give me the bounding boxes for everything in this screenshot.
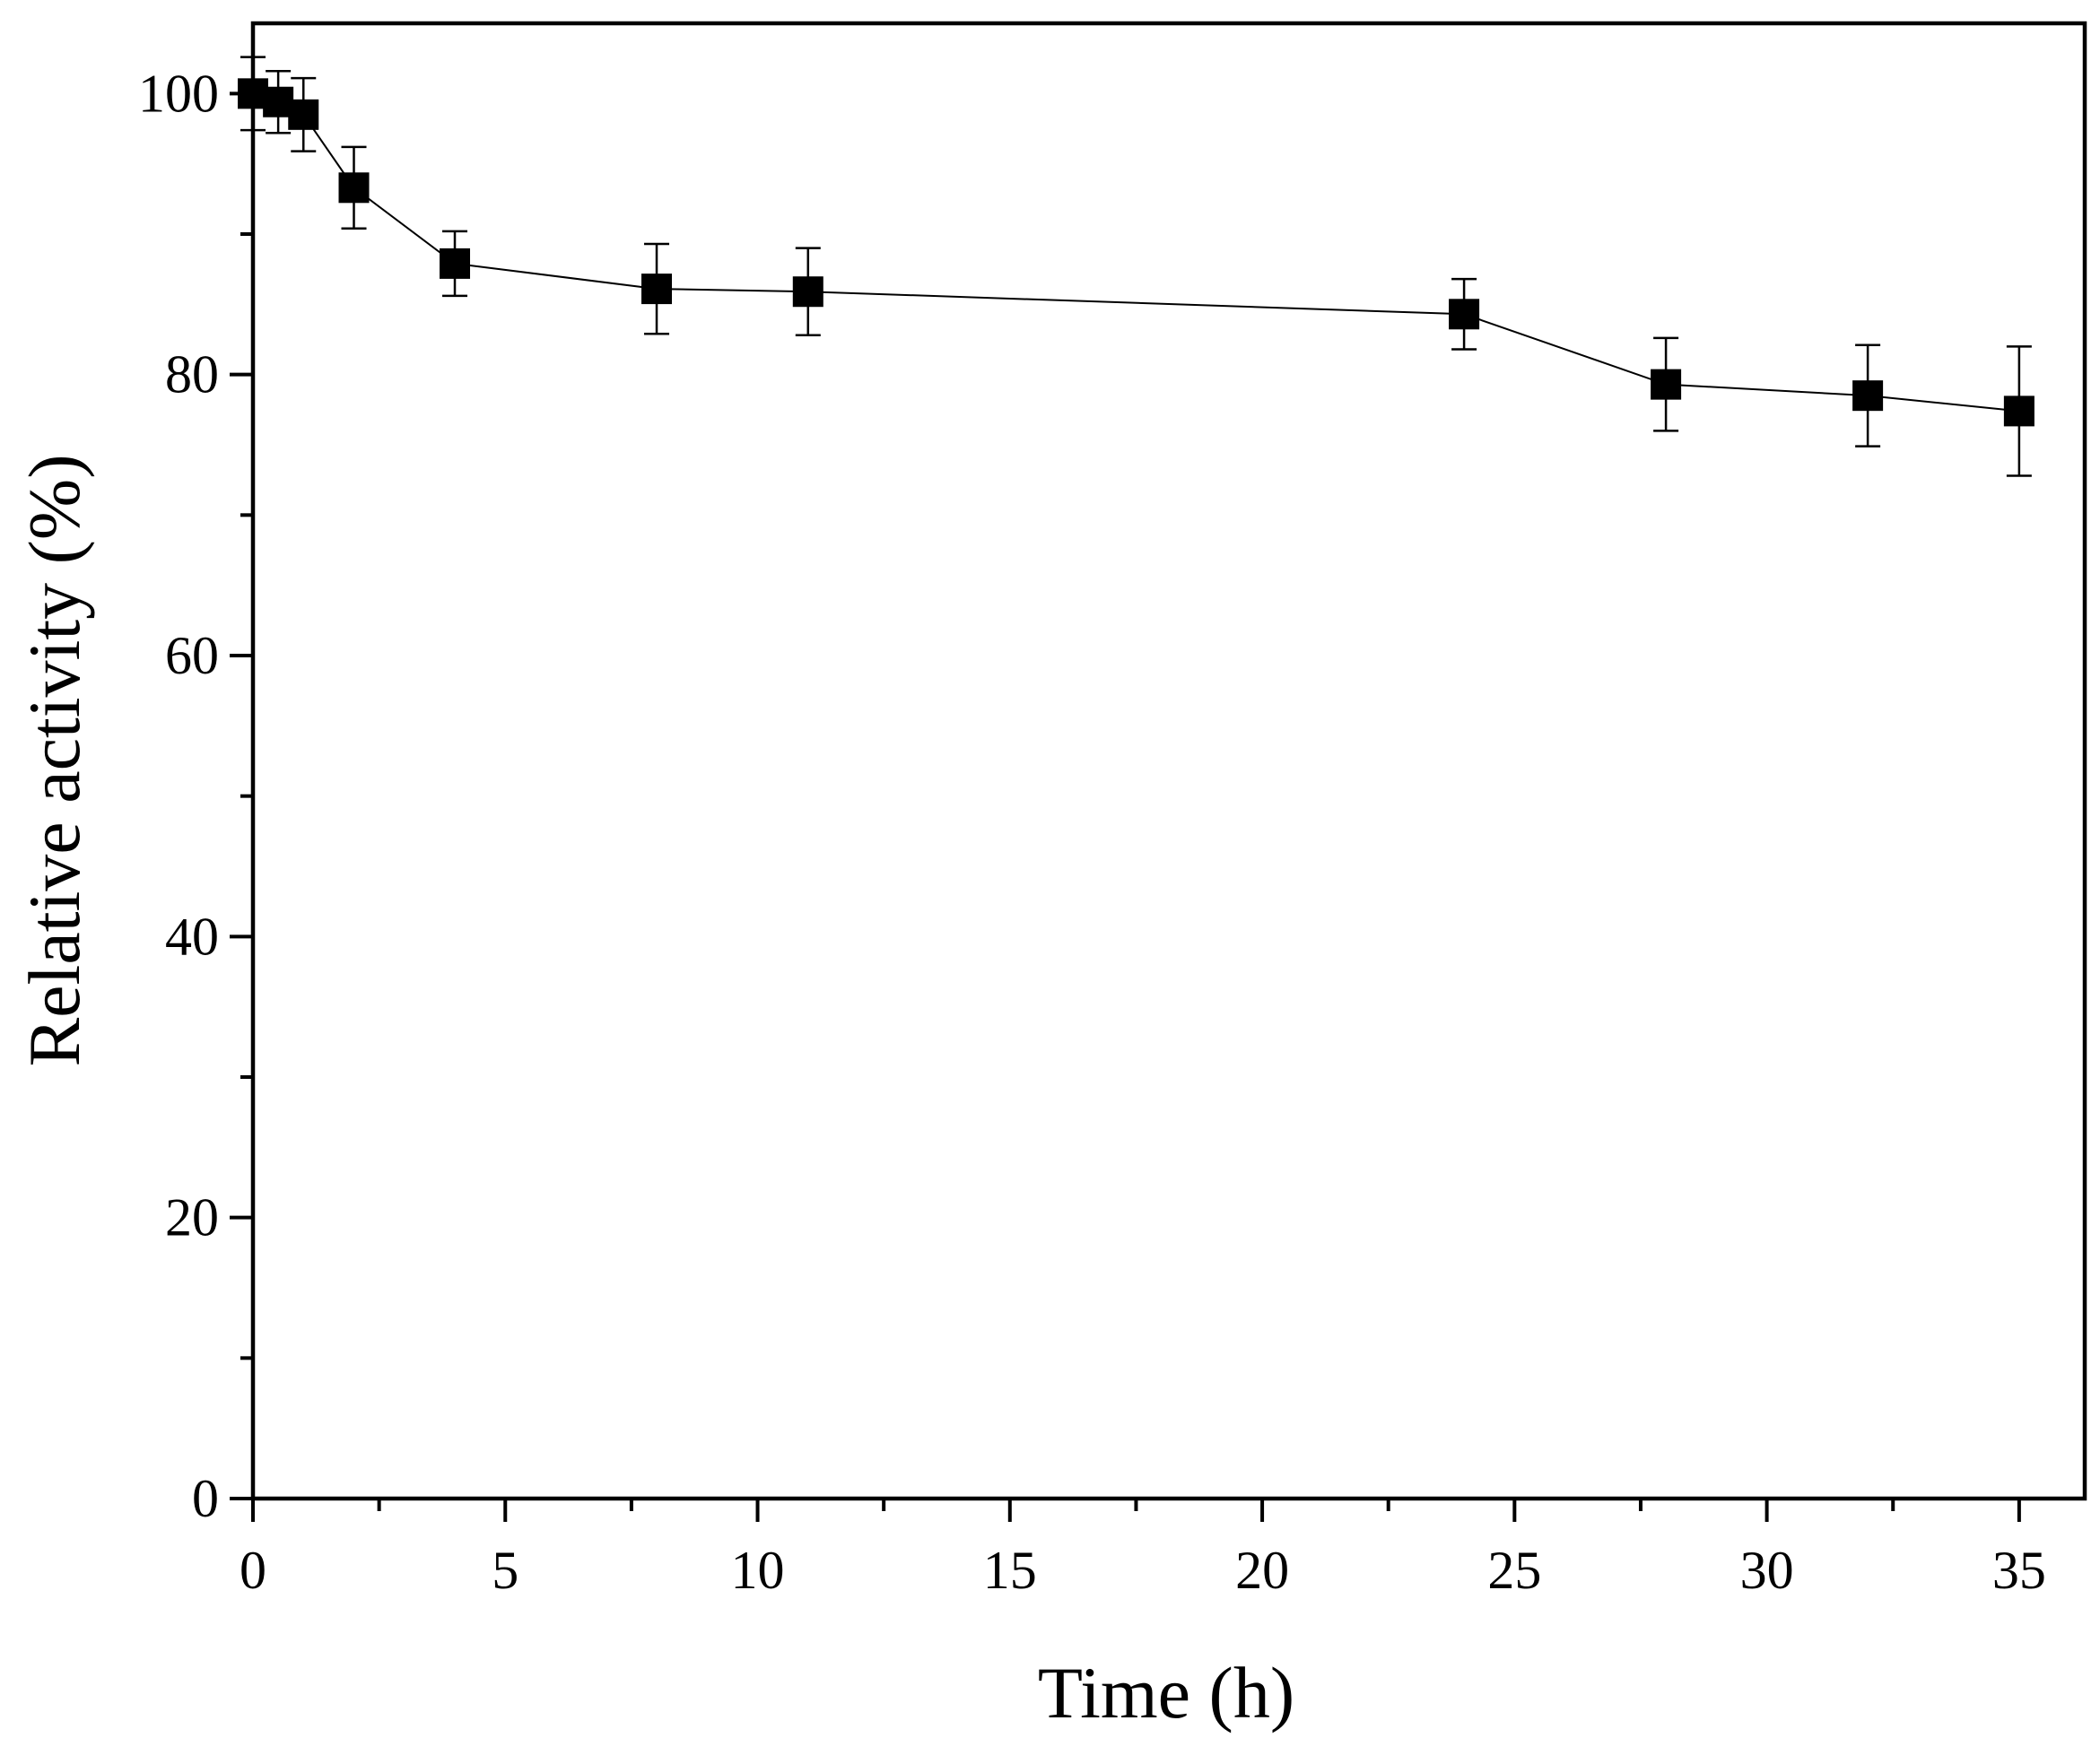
data-point-marker [1449,299,1480,330]
y-tick-label: 40 [165,907,219,966]
x-tick-label: 0 [240,1541,266,1600]
x-tick-label: 35 [1992,1541,2046,1600]
data-point-marker [440,248,471,279]
y-axis: 0 20 40 60 80 100 [138,64,253,1528]
y-tick-label: 20 [165,1188,219,1247]
data-point-marker [792,276,823,308]
y-tick-label: 100 [138,64,219,123]
y-tick-label: 60 [165,626,219,685]
x-tick-label: 15 [983,1541,1037,1600]
y-tick-label: 80 [165,345,219,404]
x-axis: 0 5 10 15 20 25 30 35 [240,1499,2046,1600]
x-tick-label: 20 [1235,1541,1289,1600]
plot-frame [250,21,2087,1501]
y-axis-title: Relative activity (%) [13,454,95,1066]
data-point-marker [288,99,319,130]
data-point-marker [2003,395,2035,427]
x-axis-title: Time (h) [1038,1652,1294,1734]
x-tick-label: 10 [731,1541,785,1600]
x-tick-label: 30 [1740,1541,1794,1600]
data-point-marker [641,274,673,305]
x-tick-label: 5 [492,1541,518,1600]
data-point-marker [338,172,370,204]
data-series [238,56,2035,477]
data-point-marker [1852,380,1884,412]
y-tick-label: 0 [192,1469,219,1528]
series-line [252,92,2019,413]
data-point-marker [1651,369,1682,400]
x-tick-label: 25 [1487,1541,1541,1600]
